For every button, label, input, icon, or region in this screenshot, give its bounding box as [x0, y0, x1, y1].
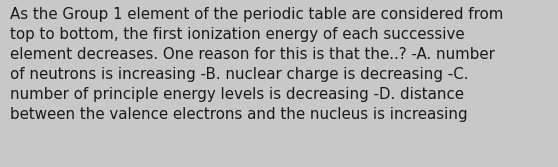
Text: As the Group 1 element of the periodic table are considered from
top to bottom, : As the Group 1 element of the periodic t… — [10, 7, 503, 122]
